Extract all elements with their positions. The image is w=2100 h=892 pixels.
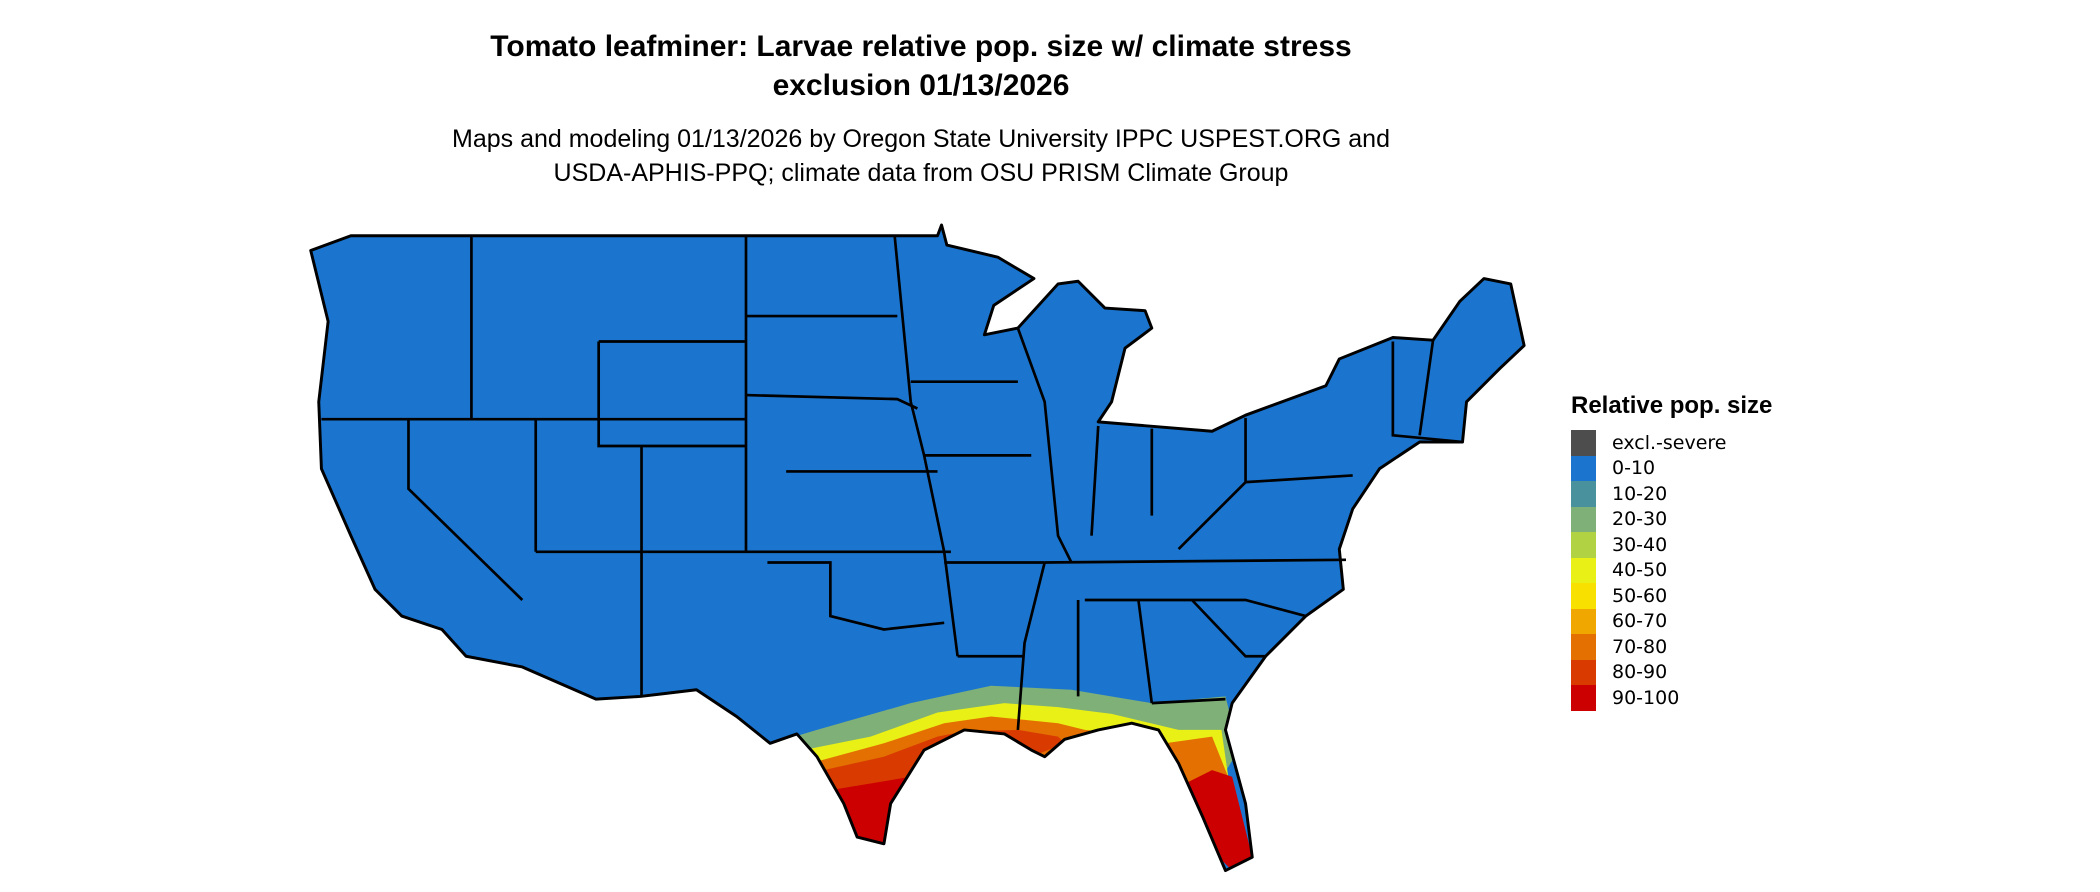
legend-label: 30-40 — [1612, 533, 1668, 556]
legend-item: 10-20 — [1571, 481, 1772, 507]
legend-swatch — [1571, 557, 1596, 583]
legend-swatch — [1571, 481, 1596, 507]
legend-item: 90-100 — [1571, 685, 1772, 711]
legend-label: 20-30 — [1612, 508, 1668, 531]
legend-label: 60-70 — [1612, 610, 1668, 633]
legend-label: 10-20 — [1612, 482, 1668, 505]
subtitle-line-2: USDA-APHIS-PPQ; climate data from OSU PR… — [553, 159, 1289, 187]
legend-item: 70-80 — [1571, 634, 1772, 660]
legend-title: Relative pop. size — [1571, 392, 1773, 419]
zone-90-100-florida — [1185, 770, 1253, 871]
legend-swatch — [1571, 608, 1596, 634]
legend-item: 30-40 — [1571, 532, 1772, 558]
legend-item: 0-10 — [1571, 455, 1772, 481]
legend-item: 40-50 — [1571, 557, 1772, 583]
legend-swatch — [1571, 430, 1596, 456]
legend-swatch — [1571, 659, 1596, 685]
us-landmass — [310, 225, 1525, 871]
legend-label: 90-100 — [1612, 686, 1680, 709]
legend-item: 50-60 — [1571, 583, 1772, 609]
map-subtitle: Maps and modeling 01/13/2026 by Oregon S… — [0, 122, 1842, 190]
legend-item: excl.-severe — [1571, 430, 1772, 456]
legend-swatch — [1571, 506, 1596, 532]
legend-swatch — [1571, 455, 1596, 481]
legend-swatch — [1571, 685, 1596, 711]
legend-label: 50-60 — [1612, 584, 1668, 607]
legend-item: 80-90 — [1571, 659, 1772, 685]
legend-label: 70-80 — [1612, 635, 1668, 658]
us-outline — [309, 223, 1526, 873]
legend-label: 0-10 — [1612, 457, 1656, 480]
title-line-1: Tomato leafminer: Larvae relative pop. s… — [490, 30, 1352, 63]
legend-label: excl.-severe — [1612, 431, 1727, 454]
legend-items: excl.-severe 0-10 10-20 20-30 30-40 40-50 50-6… — [1571, 430, 1772, 711]
title-line-2: exclusion 01/13/2026 — [772, 69, 1070, 102]
map-title: Tomato leafminer: Larvae relative pop. s… — [0, 27, 1842, 105]
subtitle-line-1: Maps and modeling 01/13/2026 by Oregon S… — [452, 125, 1390, 153]
legend-item: 20-30 — [1571, 506, 1772, 532]
legend-swatch — [1571, 634, 1596, 660]
legend: Relative pop. size excl.-severe 0-10 10-20… — [1571, 392, 1772, 711]
legend-swatch — [1571, 583, 1596, 609]
legend-label: 40-50 — [1612, 559, 1668, 582]
legend-item: 60-70 — [1571, 608, 1772, 634]
legend-label: 80-90 — [1612, 661, 1668, 684]
legend-swatch — [1571, 532, 1596, 558]
state-borders — [321, 235, 1463, 731]
